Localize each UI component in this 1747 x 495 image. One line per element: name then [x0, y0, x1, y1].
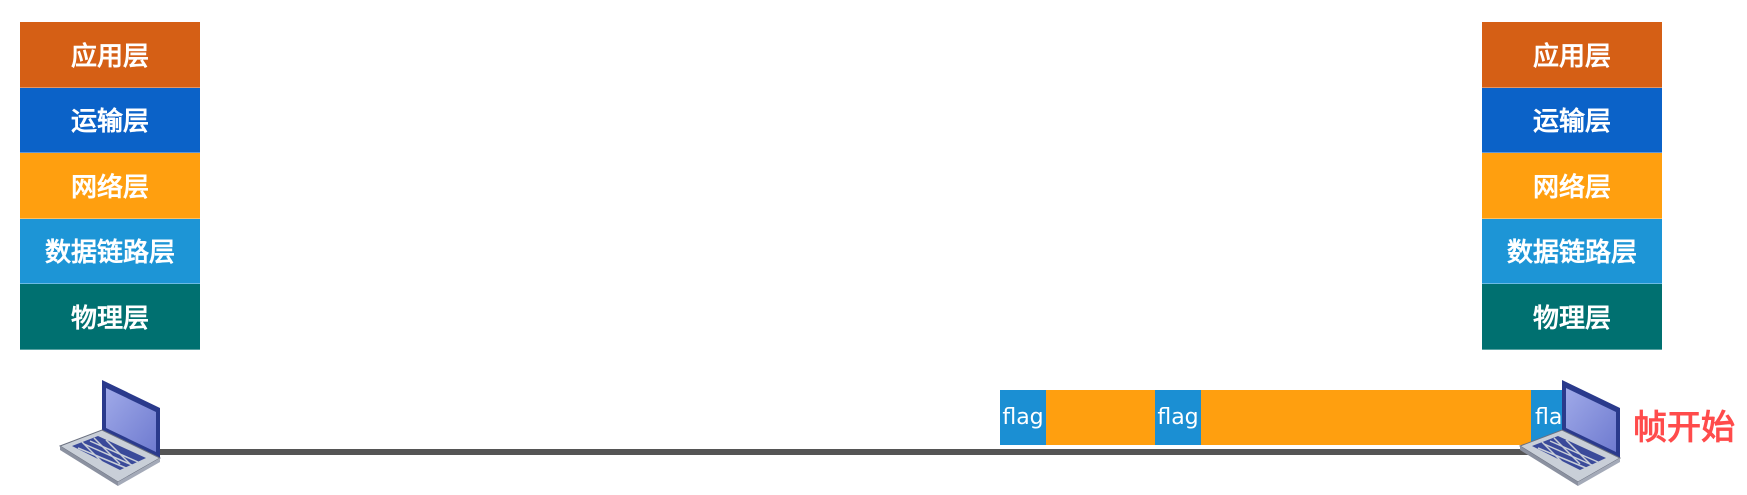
right-laptop-icon — [1518, 380, 1622, 486]
left-protocol-stack: 应用层 运输层 网络层 数据链路层 物理层 — [20, 22, 200, 350]
frame-1: flag — [1000, 390, 1155, 445]
right-protocol-stack: 应用层 运输层 网络层 数据链路层 物理层 — [1482, 22, 1662, 350]
right-transport-layer: 运输层 — [1482, 87, 1662, 153]
left-laptop-icon — [58, 380, 162, 486]
right-network-layer: 网络层 — [1482, 153, 1662, 219]
frame-flag: flag — [1000, 390, 1046, 445]
left-network-layer: 网络层 — [20, 153, 200, 219]
frame-payload — [1046, 390, 1155, 445]
frame-payload — [1201, 390, 1531, 445]
right-physical-layer: 物理层 — [1482, 284, 1662, 350]
right-datalink-layer: 数据链路层 — [1482, 218, 1662, 284]
transmission-link — [150, 449, 1540, 455]
right-application-layer: 应用层 — [1482, 22, 1662, 88]
left-application-layer: 应用层 — [20, 22, 200, 88]
left-transport-layer: 运输层 — [20, 87, 200, 153]
frame-start-label: 帧开始 — [1633, 408, 1735, 448]
left-physical-layer: 物理层 — [20, 284, 200, 350]
frame-flag: flag — [1155, 390, 1201, 445]
left-datalink-layer: 数据链路层 — [20, 218, 200, 284]
frame-2: flag — [1155, 390, 1531, 445]
